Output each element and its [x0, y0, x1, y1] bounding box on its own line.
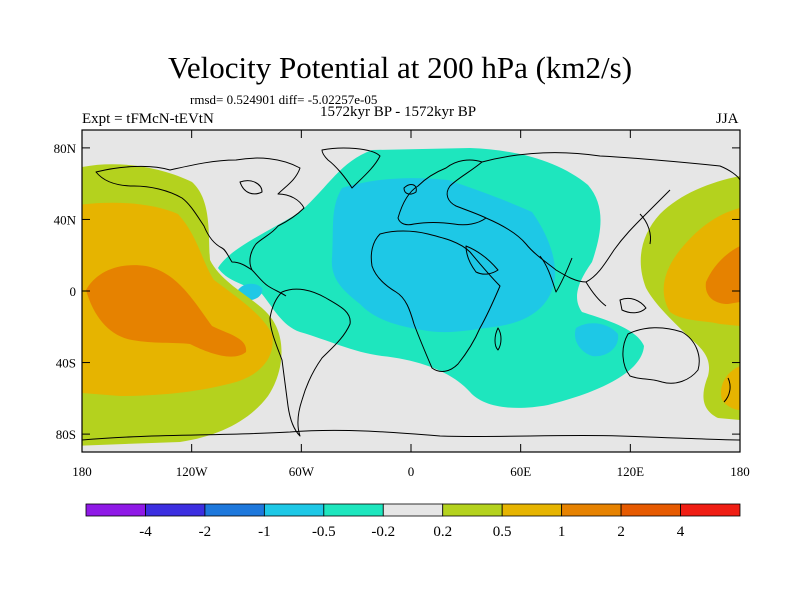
coastlines: [82, 147, 740, 441]
colorbar-swatch: [323, 503, 384, 517]
colorbar-label: -0.2: [371, 524, 395, 540]
colorbar: -4 -2 -1 -0.5 -0.2 0.2 0.5 1 2 4: [85, 503, 741, 540]
lon-tick-label: 0: [408, 464, 415, 479]
colorbar-swatch: [620, 503, 681, 517]
stats-label: rmsd= 0.524901 diff= -5.02257e-05: [190, 92, 378, 107]
colorbar-swatch: [85, 503, 146, 517]
colorbar-label: -4: [139, 524, 152, 540]
lon-tick-label: 180: [72, 464, 92, 479]
colorbar-label: 0.2: [433, 524, 452, 540]
colorbar-swatch: [204, 503, 265, 517]
colorbar-label: 1: [558, 524, 566, 540]
experiment-label: Expt = tFMcN-tEVtN: [82, 111, 214, 127]
axis-tick-labels: 80N 40N 0 40S 80S 180 120W 60W 0 60E 120E 180: [54, 141, 750, 479]
lat-tick-label: 80S: [56, 427, 76, 442]
field-region-strong-positive: [705, 246, 740, 304]
lat-tick-label: 40N: [54, 212, 77, 227]
lon-tick-label: 120W: [176, 464, 209, 479]
axis-ticks: [81, 130, 741, 452]
season-label: JJA: [716, 111, 739, 127]
field-region-strong-negative: [574, 323, 619, 357]
colorbar-swatch: [561, 503, 622, 517]
colorbar-swatch: [145, 503, 206, 517]
lon-tick-label: 60E: [510, 464, 531, 479]
colorbar-swatch: [382, 503, 444, 517]
lon-tick-label: 120E: [617, 464, 645, 479]
colorbar-swatch: [501, 503, 563, 517]
colorbar-label: 2: [617, 524, 625, 540]
period-label: 1572kyr BP - 1572kyr BP: [320, 104, 477, 120]
map-field: [82, 130, 740, 452]
colorbar-label: -0.5: [312, 524, 336, 540]
plot-title: Velocity Potential at 200 hPa (km2/s): [167, 50, 633, 85]
colorbar-label: 0.5: [493, 524, 512, 540]
lat-tick-label: 80N: [54, 141, 77, 156]
colorbar-swatch: [680, 503, 741, 517]
lat-tick-label: 0: [70, 284, 77, 299]
colorbar-label: -2: [199, 524, 212, 540]
colorbar-label: -1: [258, 524, 271, 540]
colorbar-swatch: [263, 503, 325, 517]
field-region-strong-negative: [331, 178, 556, 333]
colorbar-label: 4: [677, 524, 685, 540]
colorbar-swatch: [442, 503, 503, 517]
lon-tick-label: 180: [730, 464, 750, 479]
lon-tick-label: 60W: [289, 464, 315, 479]
field-region-strong-positive: [86, 265, 247, 357]
lat-tick-label: 40S: [56, 356, 76, 371]
